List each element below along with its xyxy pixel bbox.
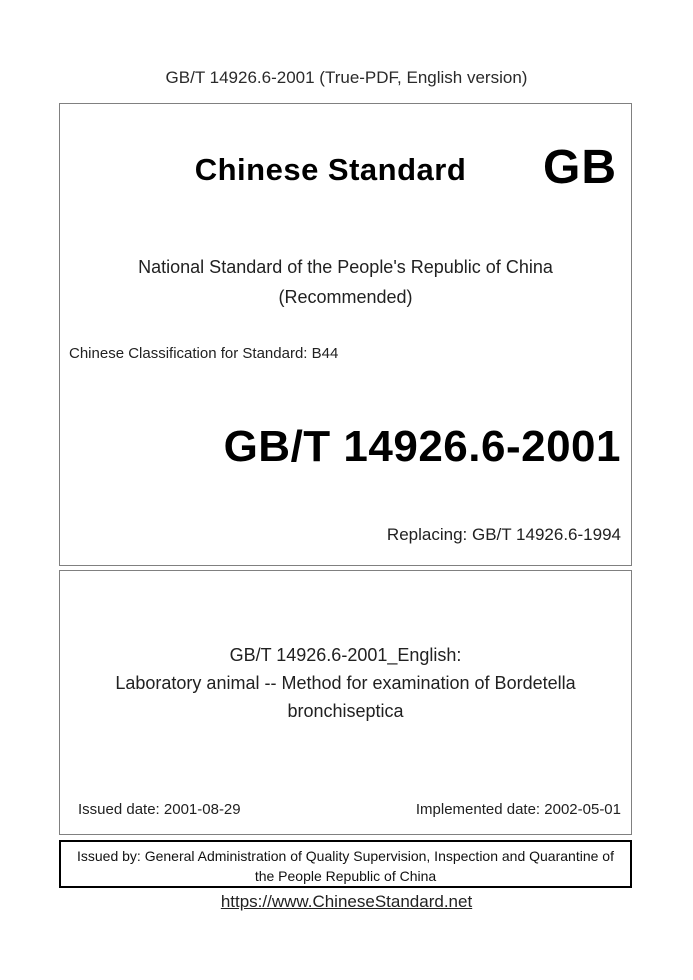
issuer-line: the People Republic of China xyxy=(254,868,437,884)
standard-title-line: bronchiseptica xyxy=(287,701,404,721)
classification-line: Chinese Classification for Standard: B44 xyxy=(69,345,339,362)
issuer-box: Issued by: General Administration of Qua… xyxy=(59,840,632,888)
standard-title-line: GB/T 14926.6-2001_English: xyxy=(229,645,462,665)
page-header-title: GB/T 14926.6-2001 (True-PDF, English ver… xyxy=(165,68,528,87)
replacing-line: Replacing: GB/T 14926.6-1994 xyxy=(386,525,621,544)
implemented-date: Implemented date: 2002-05-01 xyxy=(415,801,621,818)
issued-date: Issued date: 2001-08-29 xyxy=(78,801,241,818)
dates-row: Issued date: 2001-08-29 Implemented date… xyxy=(78,801,621,818)
title-box: GB/T 14926.6-2001_English: Laboratory an… xyxy=(59,570,632,835)
cover-box: Chinese Standard GB National Standard of… xyxy=(59,103,632,566)
standard-code: GB/T 14926.6-2001 xyxy=(223,422,621,471)
issuer-line: Issued by: General Administration of Qua… xyxy=(77,848,614,864)
national-standard-line: National Standard of the People's Republ… xyxy=(138,257,553,277)
gb-logo: GB xyxy=(543,141,617,194)
brand-title: Chinese Standard xyxy=(194,152,467,187)
recommended-line: (Recommended) xyxy=(278,287,413,307)
footer-link[interactable]: https://www.ChineseStandard.net xyxy=(220,892,473,911)
standard-title-line: Laboratory animal -- Method for examinat… xyxy=(115,673,576,693)
national-standard-block: National Standard of the People's Republ… xyxy=(60,252,631,312)
standard-title: GB/T 14926.6-2001_English: Laboratory an… xyxy=(60,641,631,725)
footer: https://www.ChineseStandard.net xyxy=(0,892,693,912)
